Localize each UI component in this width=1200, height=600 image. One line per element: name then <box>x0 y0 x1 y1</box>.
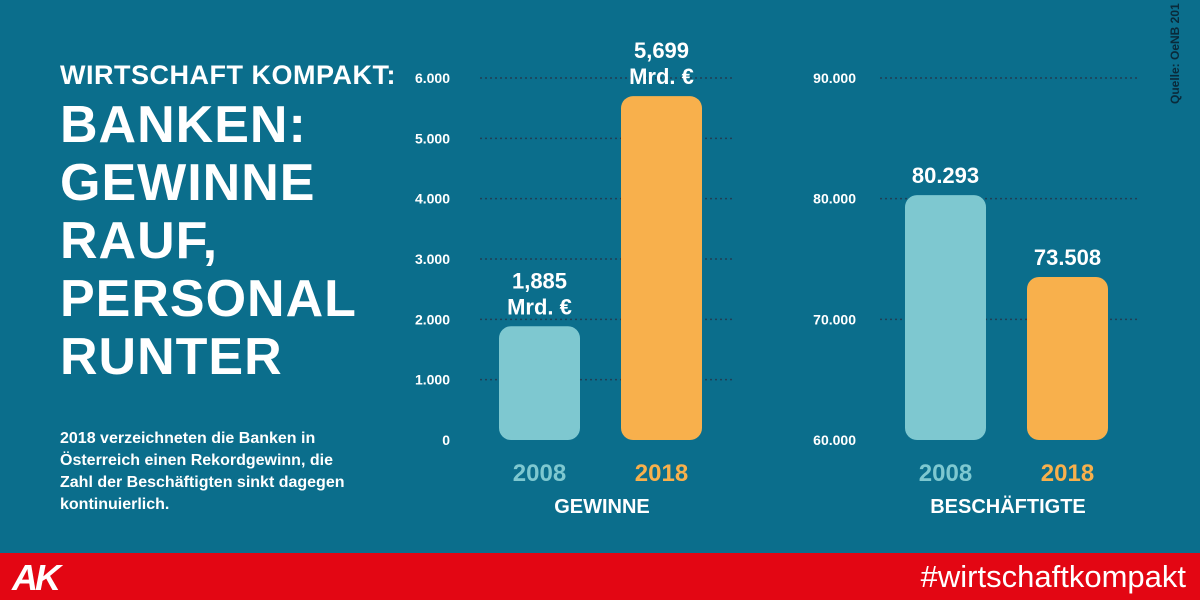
y-tick-label: 80.000 <box>813 191 856 207</box>
background <box>0 0 1200 553</box>
hashtag: #wirtschaftkompakt <box>920 559 1186 594</box>
value-label: Mrd. € <box>507 294 572 319</box>
headline-line: GEWINNE <box>60 154 316 212</box>
y-tick-label: 1.000 <box>415 372 450 388</box>
y-tick-label: 5.000 <box>415 130 450 146</box>
y-tick-label: 60.000 <box>813 432 856 448</box>
x-axis-label: BESCHÄFTIGTE <box>930 495 1086 518</box>
y-tick-label: 0 <box>442 432 450 448</box>
bar-2018 <box>1027 277 1108 440</box>
value-label: 1,885 <box>512 268 567 293</box>
value-label: 80.293 <box>912 163 979 188</box>
y-tick-label: 2.000 <box>415 311 450 327</box>
value-label: Mrd. € <box>629 64 694 89</box>
value-label: 73.508 <box>1034 245 1101 270</box>
headline: BANKEN: GEWINNE RAUF, PERSONAL RUNTER <box>60 96 360 386</box>
ak-logo: AK <box>12 557 61 598</box>
headline-line: BANKEN: <box>60 96 307 154</box>
bar-charts: 01.0002.0003.0004.0005.0006.0001,885Mrd.… <box>415 38 1140 518</box>
kicker-title: WIRTSCHAFT KOMPAKT: <box>60 60 396 90</box>
x-tick-label: 2018 <box>1041 460 1094 487</box>
headline-line: RUNTER <box>60 328 283 386</box>
x-tick-label: 2008 <box>513 460 566 487</box>
bar-2018 <box>621 96 702 440</box>
headline-line: PERSONAL <box>60 270 357 328</box>
y-tick-label: 4.000 <box>415 191 450 207</box>
bar-2008 <box>499 326 580 440</box>
x-axis-label: GEWINNE <box>554 496 650 518</box>
bar-2008 <box>905 195 986 440</box>
headline-line: RAUF, <box>60 212 219 270</box>
y-tick-label: 90.000 <box>813 70 856 86</box>
x-tick-label: 2008 <box>919 460 972 487</box>
intro-text: 2018 verzeichneten die Banken in Österre… <box>60 430 345 513</box>
y-tick-label: 3.000 <box>415 251 450 267</box>
y-tick-label: 70.000 <box>813 311 856 327</box>
value-label: 5,699 <box>634 38 689 63</box>
x-tick-label: 2018 <box>635 460 688 487</box>
footer-bar: AK #wirtschaftkompakt <box>0 553 1200 600</box>
y-tick-label: 6.000 <box>415 70 450 86</box>
